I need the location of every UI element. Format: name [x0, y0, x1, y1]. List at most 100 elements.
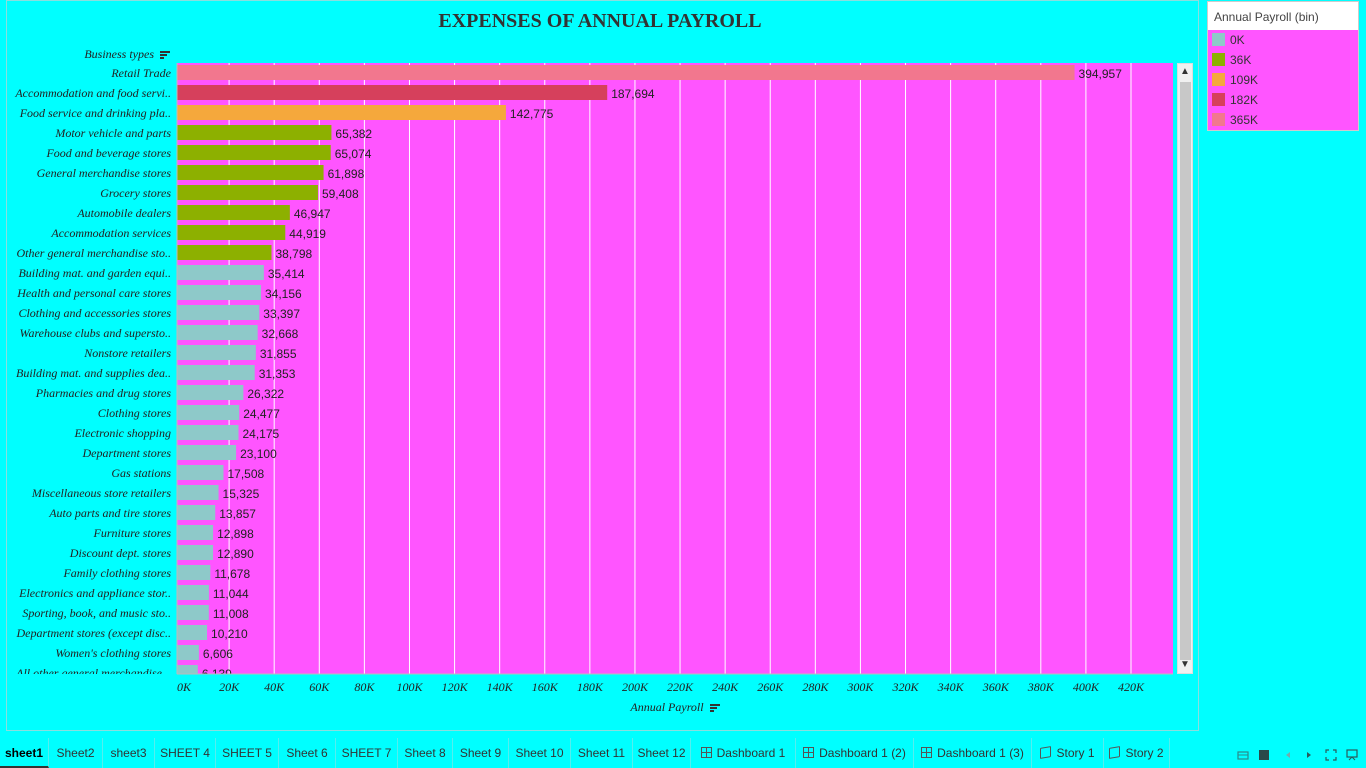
category-label[interactable]: Electronic shopping: [73, 426, 171, 440]
tab-dashboard-1-2-[interactable]: Dashboard 1 (2): [796, 738, 914, 768]
tab-sheet-4[interactable]: SHEET 4: [155, 738, 216, 768]
legend-item[interactable]: 182K: [1208, 90, 1358, 110]
filmstrip-icon[interactable]: [1258, 748, 1270, 760]
bar[interactable]: [177, 125, 332, 140]
bar[interactable]: [177, 545, 214, 560]
category-label[interactable]: Department stores: [81, 446, 171, 460]
bar[interactable]: [177, 385, 244, 400]
bar[interactable]: [177, 285, 262, 300]
bar[interactable]: [177, 65, 1075, 80]
category-label[interactable]: Sporting, book, and music sto..: [22, 606, 171, 620]
category-label[interactable]: Nonstore retailers: [83, 346, 171, 360]
category-label[interactable]: Automobile dealers: [76, 206, 171, 220]
category-label[interactable]: Warehouse clubs and supersto..: [20, 326, 171, 340]
tab-sheet-11[interactable]: Sheet 11: [571, 738, 633, 768]
bar[interactable]: [177, 185, 318, 200]
category-label[interactable]: Auto parts and tire stores: [48, 506, 171, 520]
category-label[interactable]: Electronics and appliance stor..: [18, 586, 171, 600]
category-label[interactable]: Accommodation services: [50, 226, 171, 240]
category-label[interactable]: Building mat. and supplies dea..: [16, 366, 171, 380]
scroll-thumb[interactable]: [1180, 82, 1191, 660]
category-label[interactable]: Miscellaneous store retailers: [31, 486, 171, 500]
bar[interactable]: [177, 345, 256, 360]
legend-item[interactable]: 365K: [1208, 110, 1358, 130]
next-sheet-icon[interactable]: [1303, 748, 1315, 760]
category-label[interactable]: Furniture stores: [93, 526, 172, 540]
y-axis-header[interactable]: Business types: [20, 47, 170, 62]
tab-sheet3[interactable]: sheet3: [103, 738, 155, 768]
category-label[interactable]: Family clothing stores: [62, 566, 171, 580]
bar[interactable]: [177, 245, 272, 260]
scroll-up-icon[interactable]: ▲: [1180, 66, 1190, 77]
category-label[interactable]: Pharmacies and drug stores: [35, 386, 172, 400]
tab-sheet-8[interactable]: Sheet 8: [398, 738, 453, 768]
legend-item[interactable]: 36K: [1208, 50, 1358, 70]
bar[interactable]: [177, 205, 290, 220]
category-label[interactable]: Health and personal care stores: [16, 286, 171, 300]
bar[interactable]: [177, 565, 211, 580]
category-label[interactable]: Department stores (except disc..: [15, 626, 171, 640]
bar[interactable]: [177, 105, 506, 120]
tab-sheet2[interactable]: Sheet2: [49, 738, 103, 768]
bar[interactable]: [177, 265, 264, 280]
tab-sheet1[interactable]: sheet1: [0, 738, 49, 768]
category-label[interactable]: Clothing stores: [98, 406, 172, 420]
category-label[interactable]: Discount dept. stores: [69, 546, 172, 560]
plot-area: [177, 63, 1173, 674]
category-label[interactable]: All other general merchandise ..: [15, 666, 171, 680]
tab-sheet-5[interactable]: SHEET 5: [216, 738, 279, 768]
bar[interactable]: [177, 625, 208, 640]
bar[interactable]: [177, 325, 258, 340]
bar[interactable]: [177, 85, 608, 100]
bar[interactable]: [177, 665, 198, 680]
tab-dashboard-1-3-[interactable]: Dashboard 1 (3): [914, 738, 1032, 768]
bar[interactable]: [177, 645, 199, 660]
category-label[interactable]: Other general merchandise sto..: [16, 246, 171, 260]
presentation-mode-icon[interactable]: [1346, 748, 1358, 761]
category-label[interactable]: General merchandise stores: [37, 166, 172, 180]
tab-sheet-9[interactable]: Sheet 9: [453, 738, 509, 768]
x-axis-header[interactable]: Annual Payroll: [600, 700, 750, 715]
bar[interactable]: [177, 505, 216, 520]
bar[interactable]: [177, 525, 214, 540]
category-label[interactable]: Retail Trade: [110, 66, 171, 80]
category-label[interactable]: Food service and drinking pla..: [19, 106, 171, 120]
show-sheets-icon[interactable]: [1237, 748, 1249, 760]
bar[interactable]: [177, 465, 224, 480]
bar[interactable]: [177, 425, 239, 440]
sort-icon[interactable]: [160, 50, 170, 60]
vertical-scrollbar[interactable]: ▲ ▼: [1177, 63, 1193, 674]
tab-sheet-12[interactable]: Sheet 12: [633, 738, 691, 768]
category-label[interactable]: Food and beverage stores: [45, 146, 171, 160]
category-label[interactable]: Clothing and accessories stores: [18, 306, 171, 320]
bar[interactable]: [177, 145, 331, 160]
bar[interactable]: [177, 365, 255, 380]
bar[interactable]: [177, 165, 324, 180]
tab-label: SHEET 4: [160, 746, 210, 760]
category-label[interactable]: Accommodation and food servi..: [14, 86, 171, 100]
sort-icon[interactable]: [709, 703, 720, 713]
previous-sheet-icon[interactable]: [1282, 748, 1294, 760]
bar[interactable]: [177, 485, 219, 500]
legend-item[interactable]: 0K: [1208, 30, 1358, 50]
bar[interactable]: [177, 225, 286, 240]
bar[interactable]: [177, 605, 209, 620]
category-label[interactable]: Women's clothing stores: [55, 646, 171, 660]
legend-item[interactable]: 109K: [1208, 70, 1358, 90]
fullscreen-icon[interactable]: [1325, 748, 1337, 761]
bar[interactable]: [177, 305, 260, 320]
tab-story-1[interactable]: Story 1: [1032, 738, 1104, 768]
scroll-down-icon[interactable]: ▼: [1180, 659, 1190, 670]
category-label[interactable]: Grocery stores: [100, 186, 171, 200]
category-label[interactable]: Gas stations: [111, 466, 171, 480]
tab-sheet-6[interactable]: Sheet 6: [279, 738, 336, 768]
tab-sheet-10[interactable]: Sheet 10: [509, 738, 571, 768]
category-label[interactable]: Motor vehicle and parts: [54, 126, 171, 140]
bar[interactable]: [177, 585, 209, 600]
tab-story-2[interactable]: Story 2: [1104, 738, 1170, 768]
bar[interactable]: [177, 445, 237, 460]
category-label[interactable]: Building mat. and garden equi..: [18, 266, 171, 280]
tab-sheet-7[interactable]: SHEET 7: [336, 738, 398, 768]
bar[interactable]: [177, 405, 240, 420]
tab-dashboard-1[interactable]: Dashboard 1: [691, 738, 796, 768]
